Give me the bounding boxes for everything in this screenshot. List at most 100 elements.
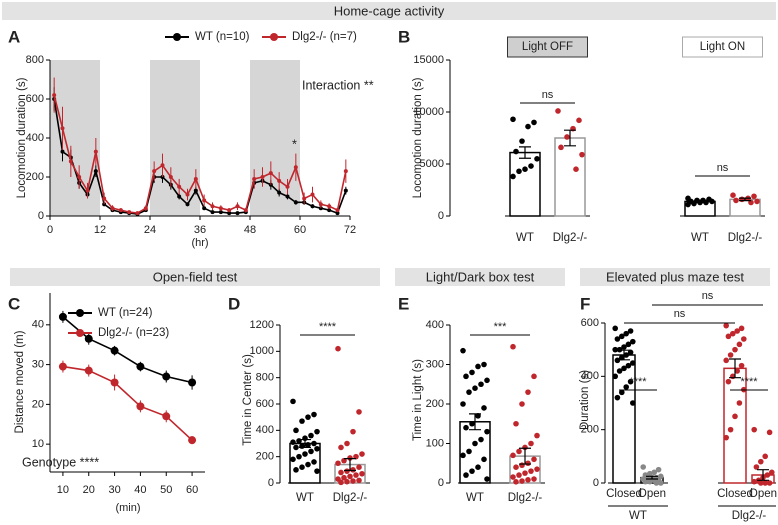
y-tick-label: 600 (256, 398, 274, 410)
data-point (353, 472, 359, 478)
data-point (188, 378, 197, 387)
data-point (651, 469, 657, 476)
x-tick-label: 12 (94, 224, 106, 236)
data-point (579, 151, 585, 158)
data-point (614, 357, 621, 364)
dark-phase (250, 60, 300, 216)
data-point (344, 478, 350, 485)
x-tick-label: 10 (57, 484, 69, 496)
data-point (510, 343, 516, 350)
data-point (525, 477, 531, 483)
data-point (734, 368, 740, 374)
legend-label: Dlg2-/- (n=23) (98, 327, 169, 339)
data-point (135, 211, 140, 216)
x-tick-label: WT (466, 492, 484, 504)
data-point (725, 333, 732, 340)
panel-letter: F (580, 294, 590, 313)
data-point (299, 443, 305, 449)
legend-label: WT (n=10) (195, 31, 250, 43)
data-point (630, 338, 636, 345)
data-point (519, 478, 525, 484)
data-point (310, 204, 315, 209)
data-point (522, 444, 528, 451)
data-point (730, 330, 736, 337)
data-point (302, 451, 308, 457)
data-point (335, 208, 340, 213)
data-point (614, 394, 621, 401)
data-point (627, 328, 634, 334)
data-point (168, 175, 173, 179)
data-point (299, 418, 305, 424)
data-point (481, 361, 487, 368)
data-point (308, 448, 314, 455)
data-point (525, 389, 531, 395)
dark-phase (150, 60, 200, 216)
data-point (314, 428, 320, 435)
data-point (68, 159, 73, 164)
y-tick-label: 200 (426, 398, 444, 410)
data-point (296, 438, 302, 444)
data-point (612, 346, 618, 353)
y-tick-label: 10000 (413, 106, 444, 118)
data-point (343, 169, 348, 174)
data-point (338, 469, 344, 476)
data-point (177, 194, 182, 199)
data-point (293, 467, 299, 473)
x-tick-label: 24 (144, 224, 156, 236)
data-point (188, 436, 197, 445)
x-tick-label: Dlg2-/- (333, 492, 368, 504)
data-point (510, 116, 516, 123)
data-point (359, 451, 365, 457)
significance-label: *** (494, 321, 508, 333)
y-tick-label: 300 (426, 358, 444, 370)
x-tick-label: 60 (186, 484, 198, 496)
x-tick-label: Open (749, 488, 777, 500)
panel-letter: E (398, 294, 409, 313)
data-point (314, 445, 320, 452)
data-point (630, 400, 636, 406)
x-tick-label: 72 (344, 224, 356, 236)
data-point (519, 462, 525, 469)
data-point (110, 346, 119, 355)
y-tick-label: 600 (581, 317, 599, 329)
data-point (293, 165, 298, 170)
x-tick-label: 20 (83, 484, 95, 496)
data-point (356, 477, 362, 484)
error-bar (757, 469, 769, 481)
y-axis-label: Time in Center (s) (242, 354, 254, 446)
data-point (730, 192, 736, 198)
y-tick-label: 200 (26, 171, 44, 183)
data-point (481, 405, 487, 411)
data-point (727, 352, 734, 358)
data-point (93, 149, 98, 154)
annotation: Genotype **** (22, 455, 99, 469)
data-point (723, 357, 729, 364)
data-point (525, 460, 531, 467)
x-tick-label: 40 (134, 484, 146, 496)
data-point (160, 163, 165, 168)
data-point (640, 464, 646, 470)
x-tick-label: 30 (108, 484, 120, 496)
data-point (510, 452, 516, 459)
data-point (516, 168, 522, 175)
data-point (647, 478, 653, 485)
data-point (751, 193, 757, 200)
data-point (758, 480, 764, 486)
data-point (753, 464, 760, 470)
x-axis-label: (min) (115, 502, 140, 514)
data-point (528, 468, 534, 474)
y-tick-label: 1200 (250, 319, 274, 331)
data-point (472, 440, 478, 447)
data-point (736, 341, 743, 348)
section-bar (2, 2, 776, 20)
data-point (85, 188, 90, 193)
group-label: WT (629, 510, 647, 522)
y-axis-label: Duration (s) (579, 370, 591, 430)
data-point (285, 184, 290, 189)
data-point (475, 363, 481, 370)
data-point (516, 448, 522, 455)
data-point (290, 456, 296, 463)
data-point (341, 474, 347, 481)
data-point (764, 472, 771, 478)
data-point (625, 341, 632, 348)
